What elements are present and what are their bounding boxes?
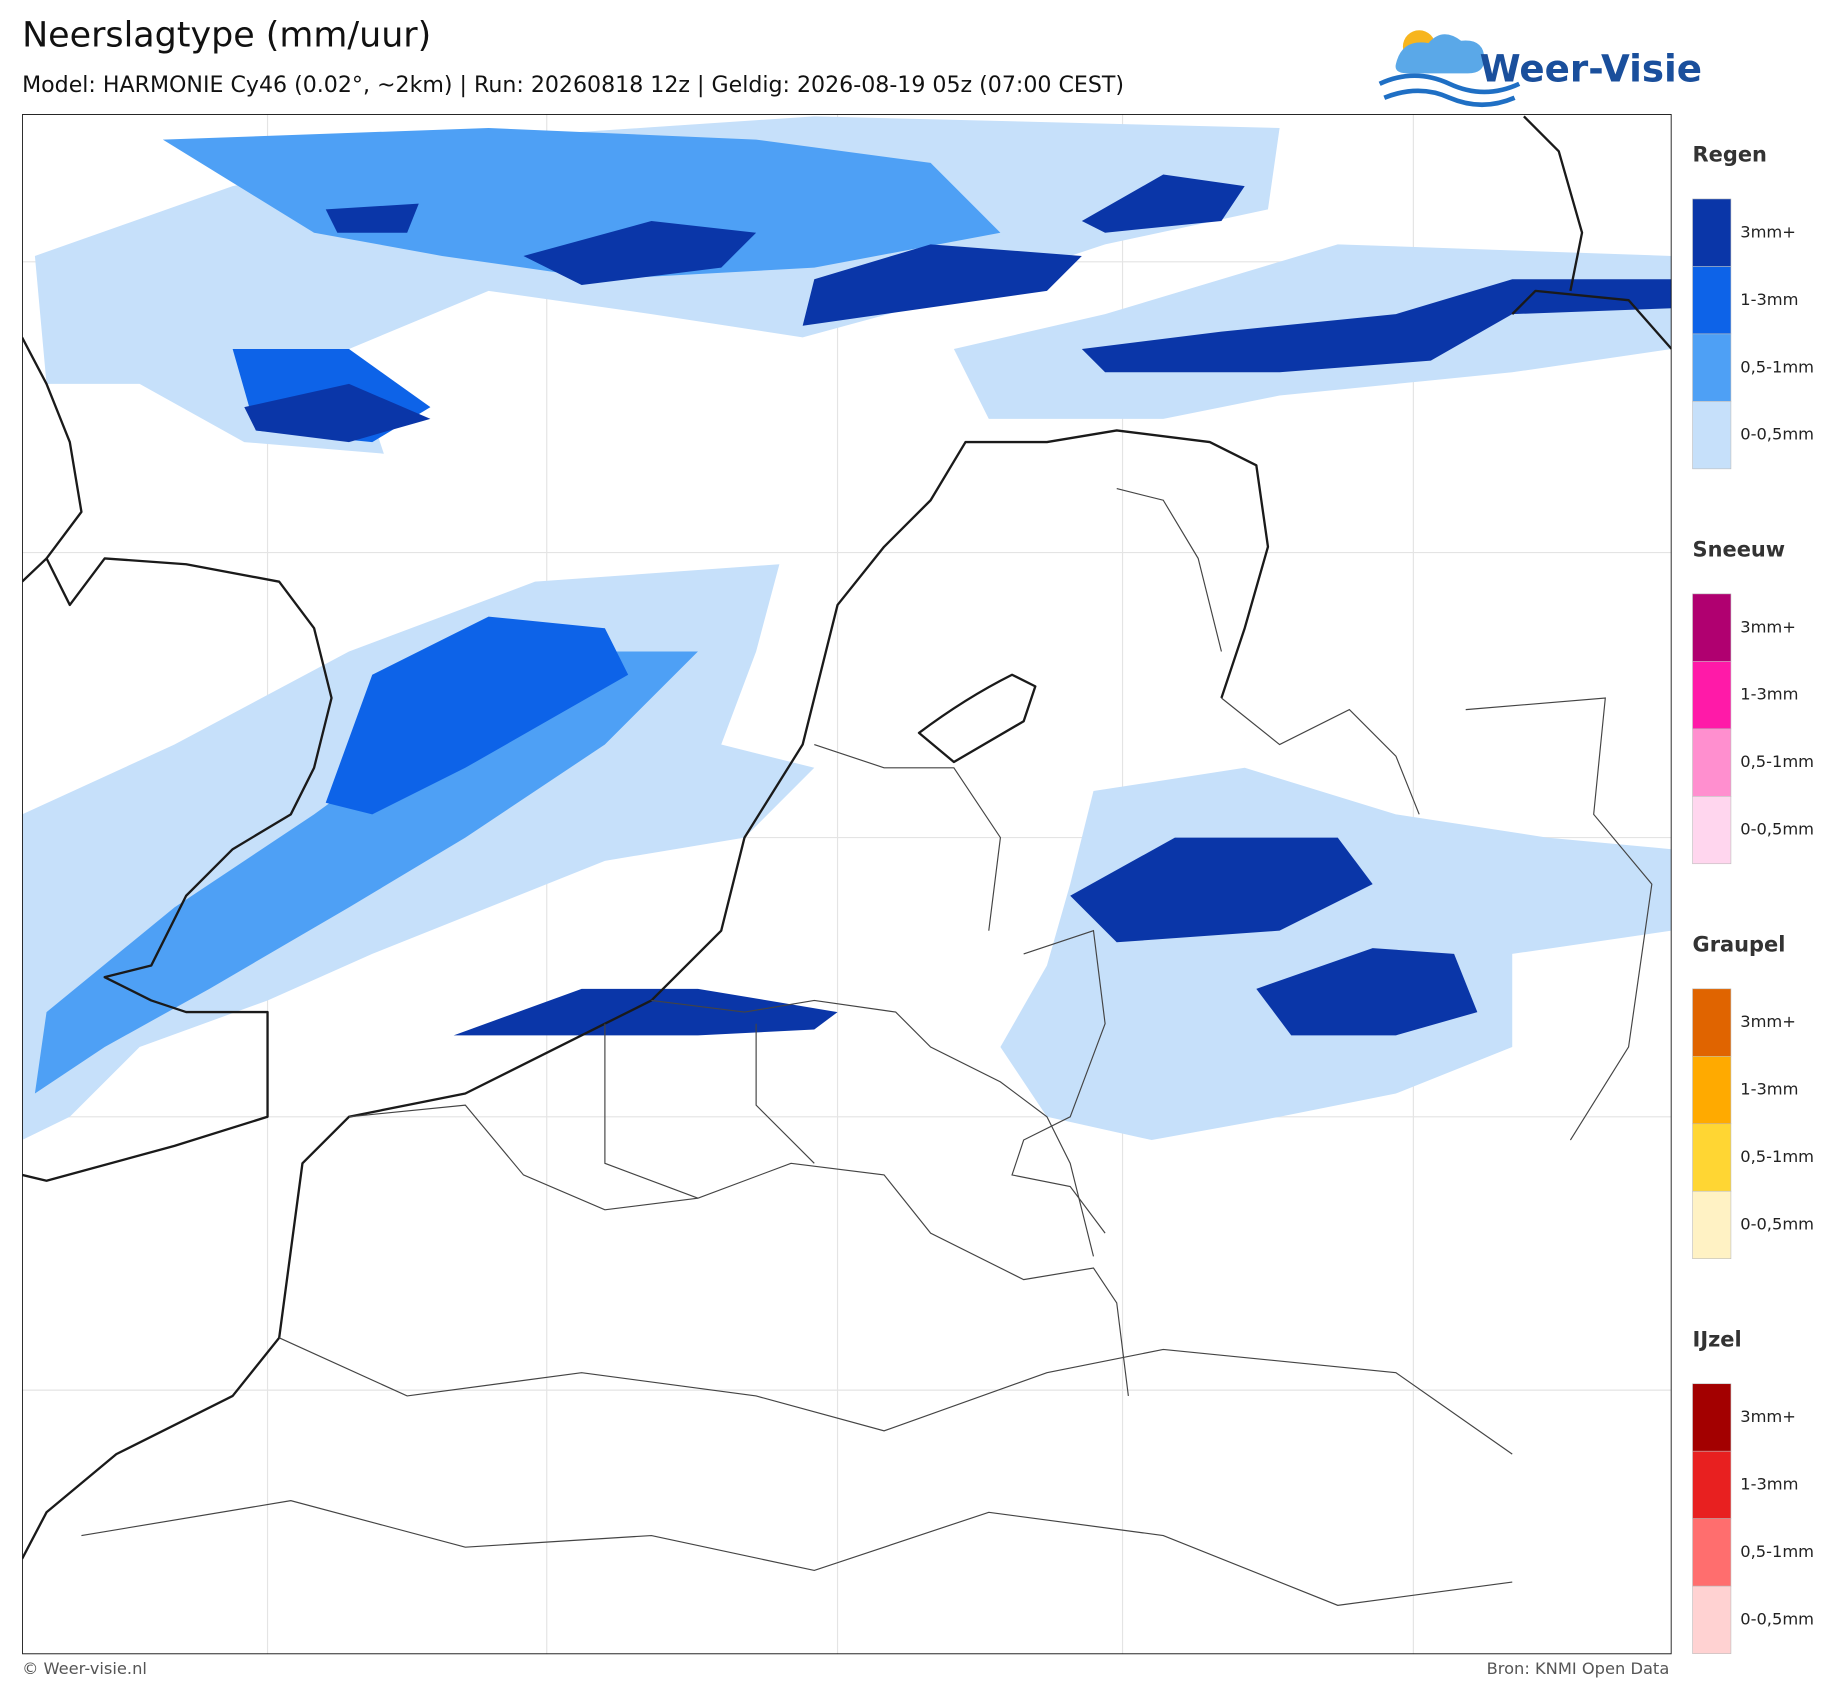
map bbox=[22, 114, 1672, 1655]
legend-swatch bbox=[1692, 593, 1732, 662]
legend-swatch bbox=[1692, 661, 1732, 730]
legend-label: 0,5-1mm bbox=[1740, 752, 1814, 771]
legend-label: 1-3mm bbox=[1740, 1080, 1798, 1099]
legend-label: 1-3mm bbox=[1740, 1475, 1798, 1494]
legend-swatch bbox=[1692, 1450, 1732, 1519]
title: Neerslagtype (mm/uur) bbox=[22, 16, 431, 56]
logo: Weer-Visie bbox=[1378, 30, 1702, 107]
legend-label: 1-3mm bbox=[1740, 685, 1798, 704]
legend-label: 1-3mm bbox=[1740, 290, 1798, 309]
legend-swatch bbox=[1692, 1518, 1732, 1587]
legend-label: 3mm+ bbox=[1740, 617, 1796, 636]
legend-label: 0,5-1mm bbox=[1740, 1542, 1814, 1561]
footer-credit: © Weer-visie.nl bbox=[22, 1659, 147, 1678]
legend-swatch bbox=[1692, 1585, 1732, 1654]
legend-swatch bbox=[1692, 1055, 1732, 1125]
subtitle: Model: HARMONIE Cy46 (0.02°, ~2km) | Run… bbox=[22, 72, 1124, 98]
borders bbox=[81, 488, 1653, 1606]
legend-label: 0,5-1mm bbox=[1740, 357, 1814, 376]
legend-swatch bbox=[1692, 1190, 1732, 1259]
legend-label: 3mm+ bbox=[1740, 222, 1796, 241]
legend-label: 0-0,5mm bbox=[1740, 425, 1814, 444]
legend-swatch bbox=[1692, 1123, 1732, 1192]
legend-title: IJzel bbox=[1693, 1328, 1742, 1352]
legend-label: 0-0,5mm bbox=[1740, 820, 1814, 839]
legend-swatch bbox=[1692, 266, 1732, 335]
legend-title: Graupel bbox=[1693, 933, 1786, 957]
legend-title: Sneeuw bbox=[1693, 538, 1786, 562]
legend-label: 0-0,5mm bbox=[1740, 1610, 1814, 1629]
logo-text: Weer-Visie bbox=[1480, 46, 1702, 90]
legend-label: 0-0,5mm bbox=[1740, 1215, 1814, 1234]
legend: Regen 3mm+ 1-3mm 0,5-1mm 0-0,5mm Sneeuw 3mm+ 1-… bbox=[1692, 143, 1814, 1654]
legend-label: 0,5-1mm bbox=[1740, 1147, 1814, 1166]
legend-swatch bbox=[1692, 796, 1732, 865]
legend-label: 3mm+ bbox=[1740, 1407, 1796, 1426]
legend-swatch bbox=[1692, 728, 1732, 797]
footer-source: Bron: KNMI Open Data bbox=[1487, 1659, 1670, 1678]
legend-label: 3mm+ bbox=[1740, 1012, 1796, 1031]
coastlines bbox=[22, 115, 1672, 1560]
legend-swatch bbox=[1692, 401, 1732, 470]
legend-swatch bbox=[1692, 988, 1732, 1057]
precipitation bbox=[22, 116, 1672, 1141]
legend-swatch bbox=[1692, 333, 1732, 402]
legend-swatch bbox=[1692, 1383, 1732, 1452]
legend-title: Regen bbox=[1693, 143, 1767, 167]
legend-swatch bbox=[1692, 198, 1732, 267]
